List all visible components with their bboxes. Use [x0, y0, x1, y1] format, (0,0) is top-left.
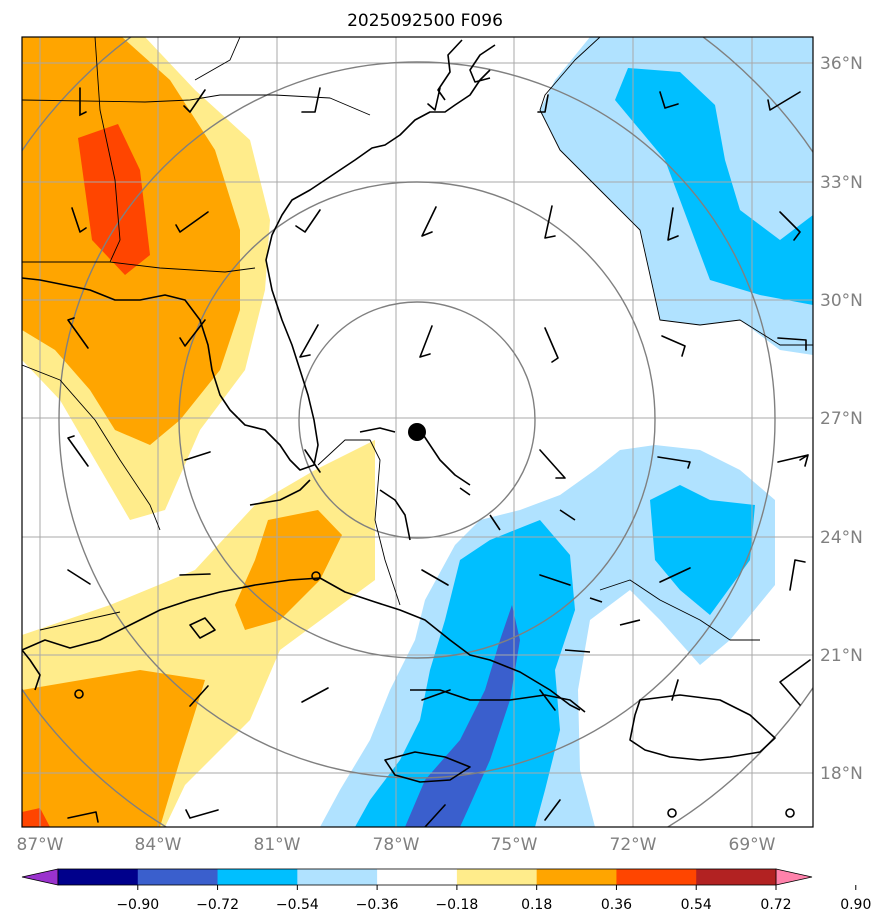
lon-label: 78°W	[373, 835, 420, 855]
calm-wind-markers	[74, 571, 795, 818]
lat-label: 27°N	[820, 409, 863, 429]
colorbar-segment	[217, 869, 298, 885]
colorbar-extend-high	[775, 868, 813, 886]
colorbar-tick-label: −0.18	[435, 897, 478, 913]
colorbar-tick-label: −0.36	[356, 897, 399, 913]
colorbar: −0.90 −0.72 −0.54 −0.36 −0.18 0.18 0.36 0.54 0.7…	[21, 868, 871, 913]
lon-label: 72°W	[610, 835, 657, 855]
lat-label: 33°N	[820, 173, 863, 193]
figure-title: 2025092500 F096	[347, 11, 503, 31]
map-area	[22, 37, 813, 827]
colorbar-segment	[536, 869, 617, 885]
lat-label: 18°N	[820, 764, 863, 784]
wind-barbs	[67, 87, 811, 827]
lat-label: 24°N	[820, 528, 863, 548]
colorbar-segment	[456, 869, 538, 885]
colorbar-segment	[137, 869, 219, 885]
colorbar-segment	[696, 869, 777, 885]
colorbar-tick-label: −0.72	[196, 897, 239, 913]
colorbar-segment	[297, 869, 378, 885]
colorbar-segment	[616, 869, 697, 885]
colorbar-tick-label: −0.54	[276, 897, 319, 913]
colorbar-tick-label: 0.54	[681, 897, 712, 913]
lon-label: 84°W	[135, 835, 182, 855]
colorbar-tick-label: −0.90	[116, 897, 159, 913]
lon-label: 75°W	[491, 835, 538, 855]
lon-label: 69°W	[729, 835, 776, 855]
colorbar-segment	[377, 869, 458, 885]
lat-label: 30°N	[820, 291, 863, 311]
lat-label: 36°N	[820, 54, 863, 74]
colorbar-tick-label: 0.72	[760, 897, 791, 913]
graticule	[22, 37, 813, 827]
storm-center-dot	[408, 423, 426, 441]
map-frame	[21, 36, 814, 828]
colorbar-tick-label: 0.18	[521, 897, 552, 913]
colorbar-tick-label: 0.36	[601, 897, 632, 913]
longitude-labels: 87°W 84°W 81°W 78°W 75°W 72°W 69°W	[17, 835, 776, 855]
coastlines	[22, 37, 813, 783]
range-rings	[22, 37, 813, 827]
lon-label: 87°W	[17, 835, 64, 855]
colorbar-extend-low	[21, 868, 59, 886]
colorbar-tick-label: 0.90	[840, 897, 871, 913]
latitude-labels: 36°N 33°N 30°N 27°N 24°N 21°N 18°N	[820, 54, 863, 784]
colorbar-segment	[58, 869, 139, 885]
lon-label: 81°W	[254, 835, 301, 855]
lat-label: 21°N	[820, 646, 863, 666]
